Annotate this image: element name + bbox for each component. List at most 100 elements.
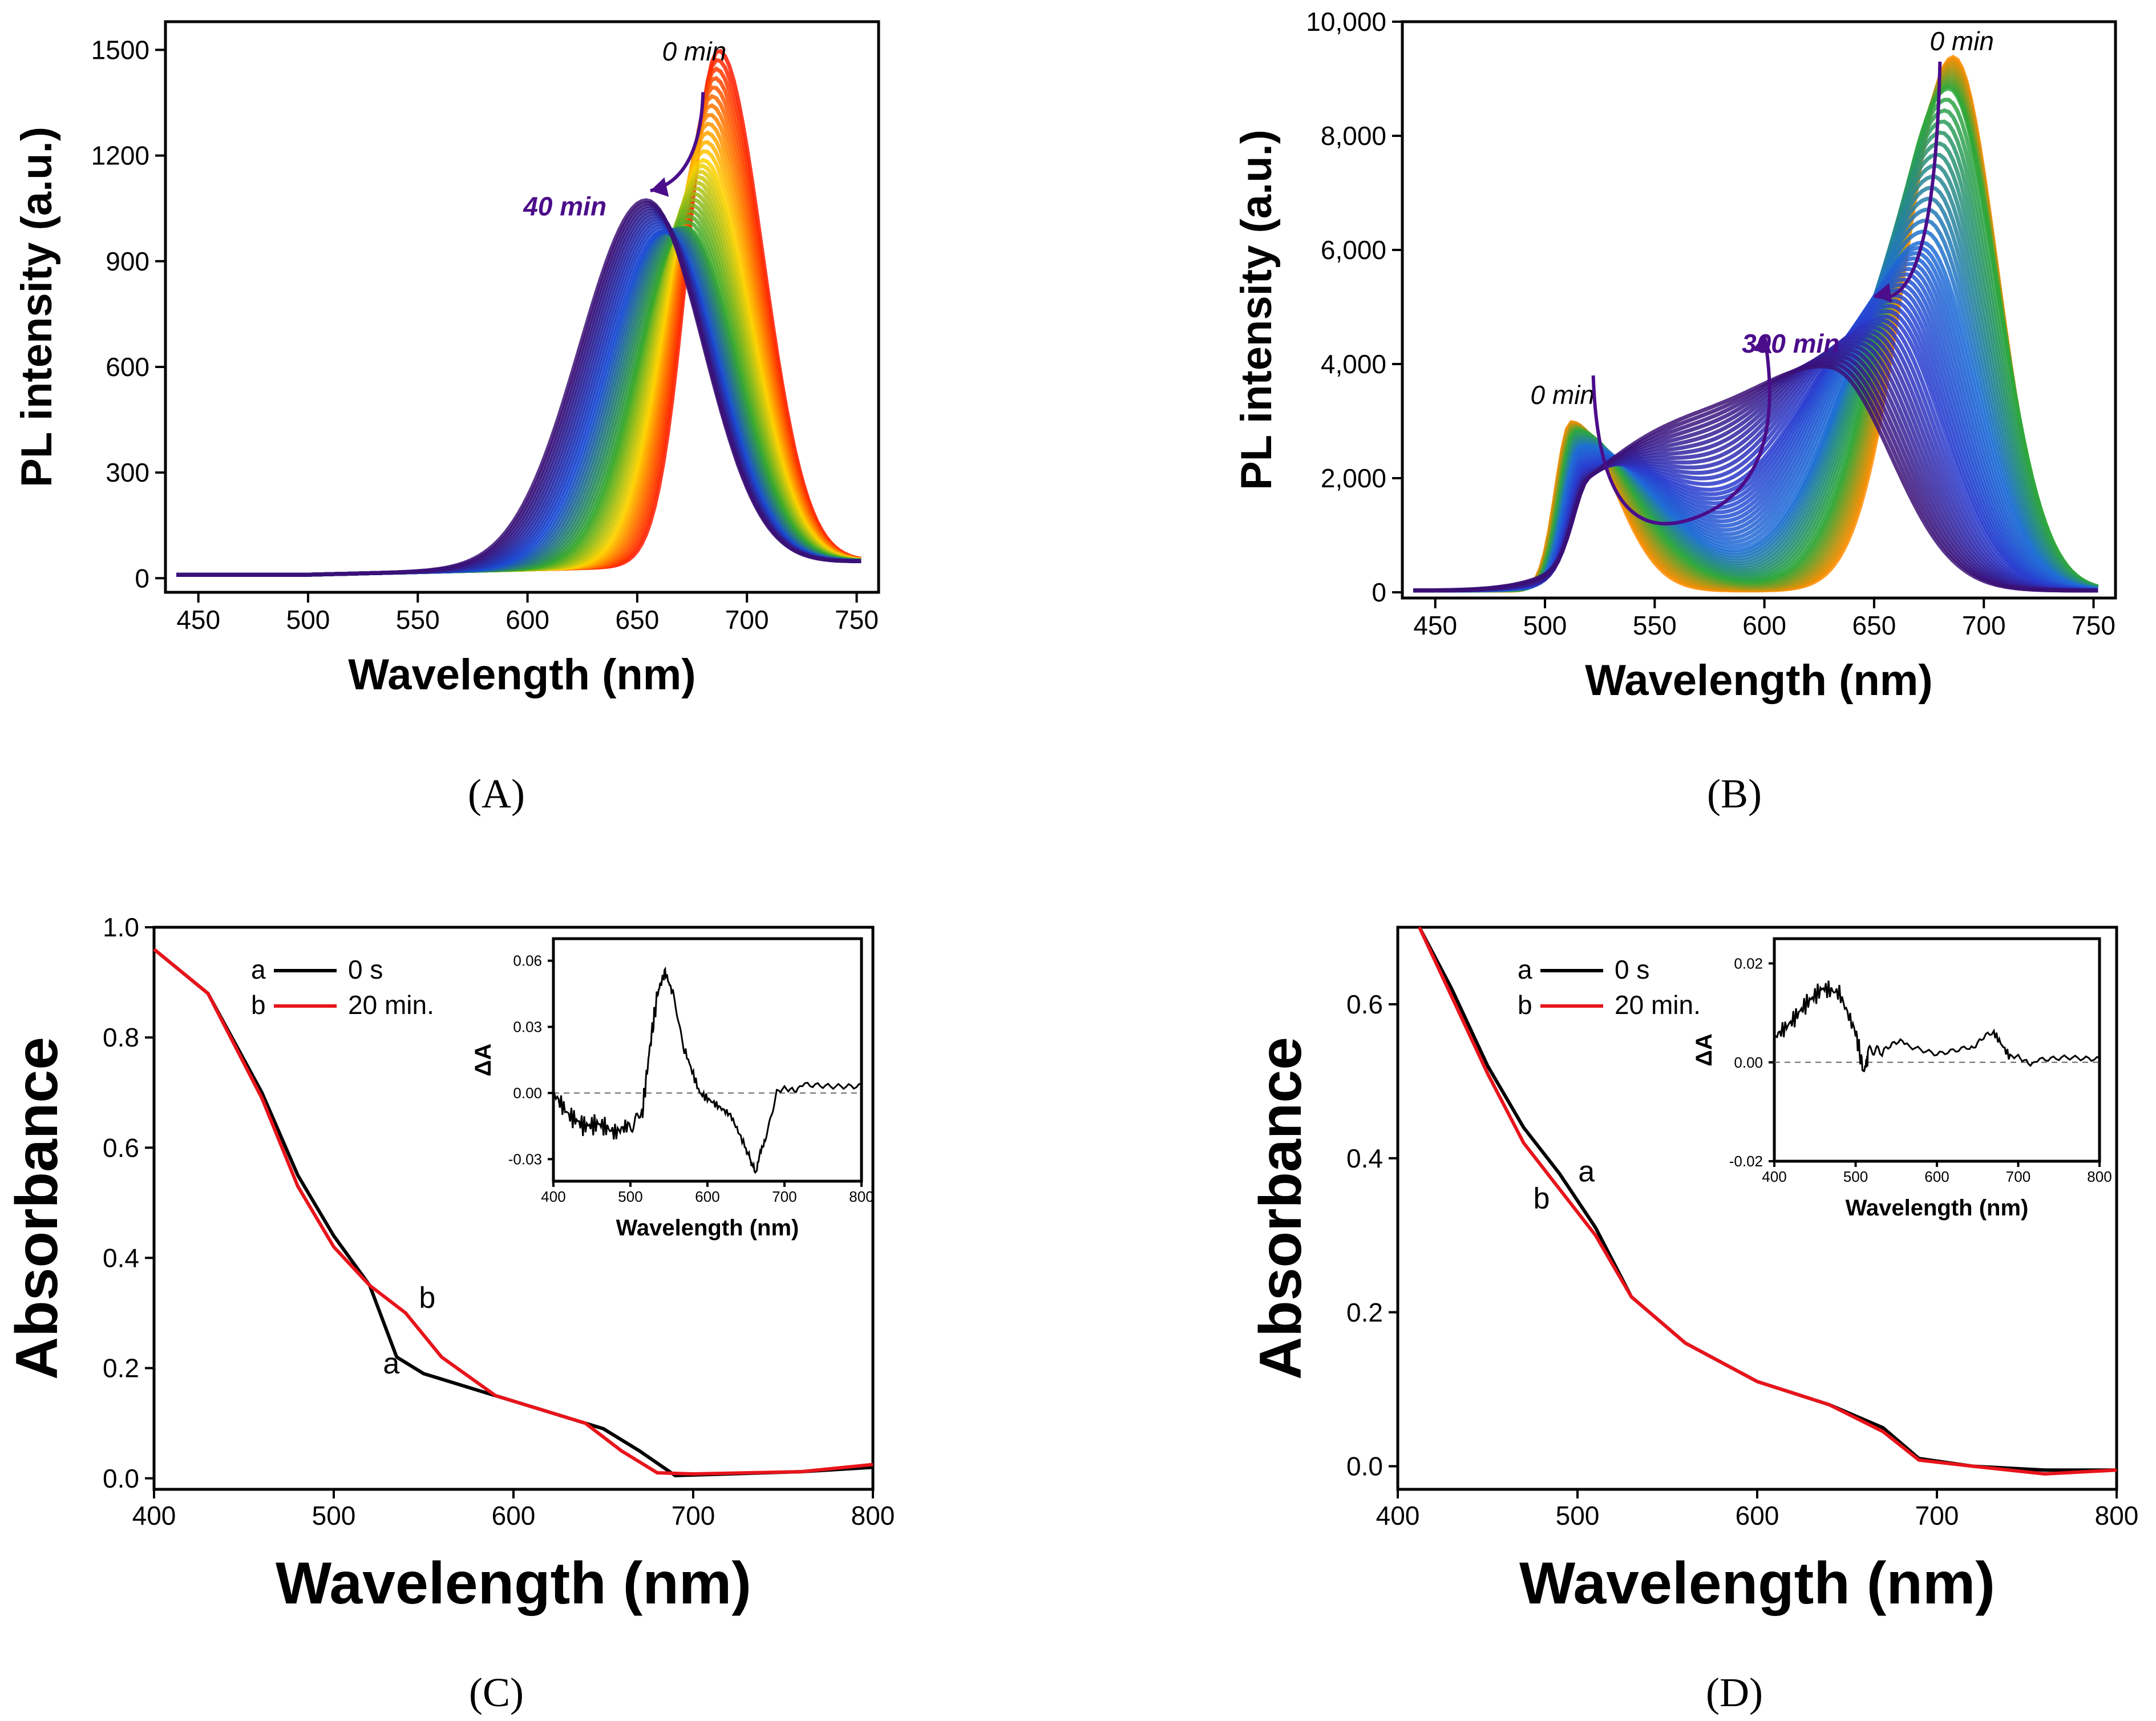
a-y-tick-label: 300 — [106, 458, 149, 487]
c-inset-x-tick-label: 500 — [618, 1188, 642, 1205]
d-inset-x-tick-label: 700 — [2006, 1168, 2030, 1185]
b-y-tick-label: 0 — [1372, 577, 1386, 607]
panel-a-chart: 450 500 550 600 650 700 750 0 300 600 900 1200 1500 W… — [13, 20, 880, 699]
c-y-tick-label: 1.0 — [103, 912, 139, 942]
c-legend-label-a: 0 s — [348, 955, 383, 984]
d-inset-y-tick-label: -0.02 — [1729, 1153, 1763, 1170]
d-y-tick-label: 0.4 — [1346, 1144, 1383, 1173]
panel-label-a: (A) — [468, 771, 525, 817]
c-x-tick-label: 600 — [492, 1501, 536, 1530]
a-x-tick-label: 450 — [176, 605, 220, 635]
b-x-tick-label: 550 — [1633, 611, 1677, 640]
b-red-trend-arrowhead — [1874, 283, 1892, 303]
a-annotation-end: 40 min — [523, 192, 606, 221]
c-x-tick-label: 500 — [312, 1501, 356, 1530]
a-y-tick-label: 1500 — [91, 35, 149, 64]
a-x-tick-label: 600 — [505, 605, 549, 635]
a-series-line — [176, 198, 861, 577]
a-y-tick-label: 0 — [135, 563, 149, 593]
c-curve-label-a: a — [383, 1347, 399, 1380]
c-inset-y-tick-label: 0.06 — [513, 952, 542, 969]
c-inset-x-tick-label: 700 — [772, 1188, 796, 1205]
c-y-tick-label: 0.0 — [103, 1464, 139, 1493]
b-x-tick-label: 500 — [1523, 611, 1567, 640]
d-inset-y-tick-label: 0.00 — [1734, 1054, 1763, 1071]
b-y-tick-label: 2,000 — [1321, 463, 1386, 493]
c-legend-letter-b: b — [251, 990, 266, 1020]
c-x-tick-label: 700 — [672, 1501, 715, 1530]
c-y-tick-label: 0.6 — [103, 1133, 139, 1162]
a-y-tick-label: 900 — [106, 247, 149, 276]
b-x-tick-label: 600 — [1742, 611, 1786, 640]
d-inset-delta-line — [1773, 980, 2100, 1072]
b-y-tick-label: 8,000 — [1321, 121, 1386, 151]
d-x-tick-label: 700 — [1915, 1501, 1959, 1530]
c-curve-label-b: b — [419, 1281, 435, 1314]
c-y-tick-label: 0.4 — [103, 1243, 139, 1273]
b-x-tick-label: 750 — [2072, 611, 2115, 640]
d-x-tick-label: 400 — [1376, 1501, 1420, 1530]
panel-d-chart: 400 500 600 700 800 0.0 0.2 0.4 0.6 Wavelength (n… — [1248, 926, 2139, 1617]
d-inset-y-axis-label: ΔA — [1692, 1033, 1717, 1066]
d-inset-x-tick-label: 600 — [1924, 1168, 1949, 1185]
c-x-tick-label: 800 — [851, 1501, 895, 1530]
b-y-axis-label: PL intensity (a.u.) — [1232, 130, 1281, 490]
b-x-tick-label: 700 — [1962, 611, 2006, 640]
d-inset-y-tick-label: 0.02 — [1734, 955, 1763, 972]
b-x-tick-label: 450 — [1413, 611, 1457, 640]
d-legend-letter-b: b — [1518, 990, 1532, 1020]
a-x-tick-label: 700 — [725, 605, 769, 635]
b-y-tick-label: 4,000 — [1321, 349, 1386, 379]
c-y-axis-label: Absorbance — [4, 1037, 70, 1380]
d-series-b-line — [1418, 926, 2117, 1476]
d-curve-label-b: b — [1534, 1182, 1550, 1215]
panel-label-d: (D) — [1706, 1670, 1763, 1715]
a-annotation-start: 0 min — [662, 37, 726, 66]
d-legend-label-a: 0 s — [1615, 955, 1649, 984]
d-y-tick-label: 0.0 — [1346, 1452, 1383, 1481]
b-annotation-end: 300 min — [1742, 329, 1839, 358]
d-x-tick-label: 500 — [1556, 1501, 1600, 1530]
d-inset-chart: 400 500 600 700 800 -0.02 0.00 0.02 Wavelength (… — [1692, 937, 2112, 1221]
c-legend-letter-a: a — [251, 955, 266, 984]
d-inset-x-tick-label: 800 — [2087, 1168, 2111, 1185]
d-x-tick-label: 800 — [2095, 1501, 2139, 1530]
d-y-axis-label: Absorbance — [1248, 1037, 1314, 1380]
b-green-trend-arrowhead — [1752, 336, 1772, 354]
panel-b-chart: 450 500 550 600 650 700 750 0 2,000 4,000 6,000 8,0… — [1232, 7, 2117, 705]
a-x-axis-label: Wavelength (nm) — [348, 651, 695, 699]
c-y-tick-label: 0.8 — [103, 1023, 139, 1052]
d-legend-label-b: 20 min. — [1615, 990, 1701, 1020]
a-x-tick-label: 550 — [396, 605, 440, 635]
c-inset-y-tick-label: 0.03 — [513, 1019, 542, 1036]
b-y-tick-label: 10,000 — [1306, 7, 1386, 37]
a-x-tick-label: 500 — [286, 605, 330, 635]
b-x-tick-label: 650 — [1852, 611, 1896, 640]
a-y-tick-label: 600 — [106, 352, 149, 382]
c-y-tick-label: 0.2 — [103, 1354, 139, 1383]
d-inset-x-tick-label: 400 — [1762, 1168, 1786, 1185]
a-x-tick-label: 750 — [835, 605, 879, 635]
c-series-b-line — [153, 948, 873, 1476]
d-y-tick-label: 0.6 — [1346, 989, 1383, 1019]
c-inset-chart: 400 500 600 700 800 -0.03 0.00 0.03 0.06 Waveleng… — [471, 937, 874, 1241]
d-curve-label-a: a — [1578, 1155, 1595, 1188]
d-x-axis-label: Wavelength (nm) — [1519, 1550, 1995, 1617]
a-trend-arrowhead — [650, 177, 669, 197]
c-x-axis-label: Wavelength (nm) — [276, 1550, 751, 1617]
a-y-tick-label: 1200 — [91, 141, 149, 171]
b-annotation-green-start: 0 min — [1531, 380, 1595, 410]
c-inset-x-tick-label: 800 — [849, 1188, 873, 1205]
panel-label-c: (C) — [469, 1670, 524, 1715]
c-x-tick-label: 400 — [132, 1501, 176, 1530]
c-inset-y-tick-label: -0.03 — [508, 1150, 542, 1167]
d-x-tick-label: 600 — [1736, 1501, 1779, 1530]
b-x-axis-label: Wavelength (nm) — [1585, 656, 1932, 705]
b-green-trend-arrow — [1591, 335, 1771, 526]
panel-label-b: (B) — [1707, 771, 1762, 817]
b-plot-frame — [1401, 20, 2117, 600]
panel-c-chart: 400 500 600 700 800 0.0 0.2 0.4 0.6 0.8 1.0 Wavelen… — [4, 912, 895, 1617]
a-plot-frame — [164, 20, 880, 594]
a-y-axis-label: PL intensity (a.u.) — [13, 127, 61, 487]
